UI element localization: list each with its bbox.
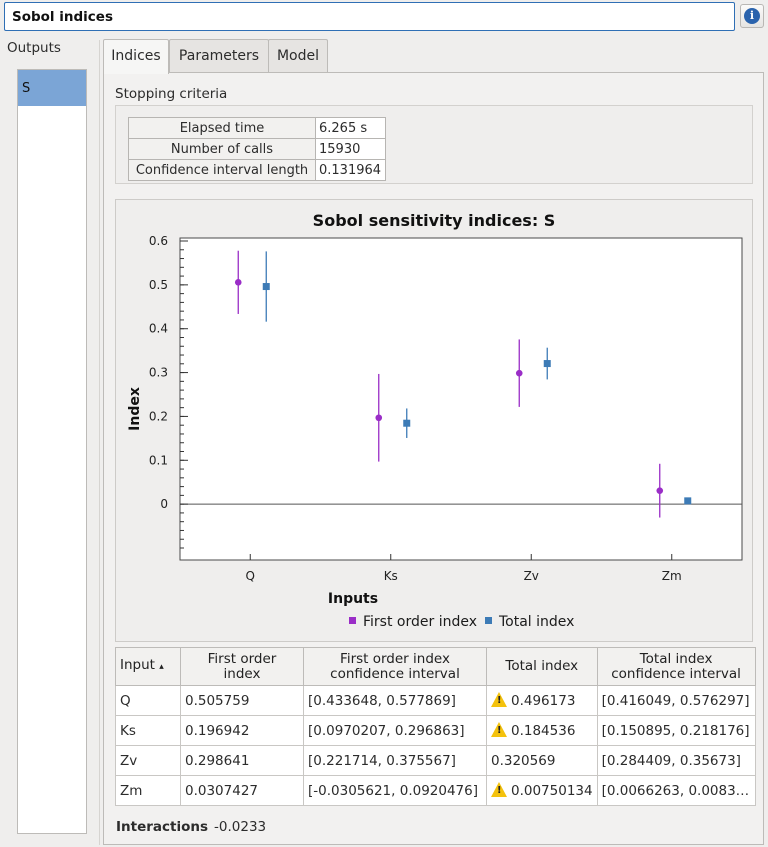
warning-icon	[491, 722, 507, 737]
outputs-item-s[interactable]: S	[18, 70, 86, 106]
y-tick-label: 0.3	[149, 366, 168, 380]
tab-parameters[interactable]: Parameters	[169, 39, 269, 73]
x-tick-label: Zm	[662, 569, 682, 583]
stopping-criteria-label: Stopping criteria	[115, 86, 228, 102]
first-order-point	[656, 487, 664, 494]
warning-icon	[491, 782, 507, 797]
results-table[interactable]: Input ▴ First order index First order ind…	[115, 647, 756, 806]
x-tick-label: Q	[246, 569, 255, 583]
info-button[interactable]: i	[740, 4, 764, 28]
interactions-value: -0.0233	[214, 819, 267, 835]
tab-indices[interactable]: Indices	[103, 39, 169, 74]
column-header-total[interactable]: Total index	[486, 647, 598, 686]
criteria-value: 0.131964	[315, 159, 386, 181]
cell-first: 0.298641	[180, 745, 304, 776]
column-header-first-order[interactable]: First order index	[180, 647, 304, 686]
total-index-point	[403, 419, 411, 427]
criteria-key: Elapsed time	[128, 117, 316, 139]
legend-swatch-first-order	[349, 617, 356, 624]
table-row[interactable]: Ks 0.196942 [0.0970207, 0.296863] 0.1845…	[115, 715, 756, 746]
first-order-point	[234, 279, 242, 286]
cell-total: 0.496173	[486, 685, 598, 716]
tab-model[interactable]: Model	[268, 39, 328, 73]
cell-total-ci: [0.0066263, 0.0083…	[596, 775, 756, 806]
cell-first-ci: [0.0970207, 0.296863]	[303, 715, 487, 746]
interactions-label: Interactions	[116, 819, 209, 835]
legend-label: Total index	[499, 614, 575, 630]
total-index-point	[262, 283, 270, 291]
criteria-key: Number of calls	[128, 138, 316, 160]
first-order-point	[515, 369, 523, 377]
cell-input: Q	[115, 685, 181, 716]
cell-first: 0.505759	[180, 685, 304, 716]
legend-swatch-total	[485, 617, 492, 624]
cell-first: 0.0307427	[180, 775, 304, 806]
y-tick-label: 0	[160, 497, 168, 511]
window-title: Sobol indices	[12, 9, 113, 25]
outputs-label: Outputs	[7, 40, 61, 56]
total-index-point	[543, 360, 551, 368]
table-row[interactable]: Q 0.505759 [0.433648, 0.577869] 0.496173…	[115, 685, 756, 716]
cell-first: 0.196942	[180, 715, 304, 746]
outputs-list[interactable]: S	[17, 69, 87, 834]
criteria-row: Elapsed time 6.265 s	[128, 117, 386, 139]
column-header-first-order-ci[interactable]: First order index confidence interval	[303, 647, 487, 686]
legend-first-order: First order index	[349, 614, 477, 630]
cell-input: Ks	[115, 715, 181, 746]
cell-total: 0.320569	[486, 745, 598, 776]
criteria-value: 15930	[315, 138, 386, 160]
first-order-point	[375, 414, 383, 422]
cell-input: Zv	[115, 745, 181, 776]
y-tick-label: 0.4	[149, 322, 168, 336]
criteria-row: Confidence interval length 0.131964	[128, 159, 386, 181]
y-tick-label: 0.5	[149, 278, 168, 292]
cell-total: 0.184536	[486, 715, 598, 746]
table-row[interactable]: Zv 0.298641 [0.221714, 0.375567] 0.32056…	[115, 745, 756, 776]
warning-icon	[491, 692, 507, 707]
cell-total-ci: [0.416049, 0.576297]	[596, 685, 756, 716]
table-row[interactable]: Zm 0.0307427 [-0.0305621, 0.0920476] 0.0…	[115, 775, 756, 806]
cell-input: Zm	[115, 775, 181, 806]
sobol-chart[interactable]: 0.6 0.5 0.4 0.3 0.2 0.1 0 Q Ks Zv Zm Inputs Index	[115, 199, 753, 642]
y-tick-label: 0.6	[149, 234, 168, 248]
y-axis-label: Index	[127, 387, 143, 431]
cell-total-ci: [0.150895, 0.218176]	[596, 715, 756, 746]
chart-title: Sobol sensitivity indices: S	[312, 211, 556, 230]
cell-first-ci: [0.221714, 0.375567]	[303, 745, 487, 776]
splitter[interactable]	[99, 40, 100, 845]
total-index-point	[684, 497, 692, 505]
column-header-input[interactable]: Input ▴	[115, 647, 181, 686]
info-icon: i	[744, 8, 760, 24]
criteria-row: Number of calls 15930	[128, 138, 386, 160]
criteria-key: Confidence interval length	[128, 159, 316, 181]
cell-first-ci: [0.433648, 0.577869]	[303, 685, 487, 716]
window-title-field: Sobol indices	[4, 2, 735, 31]
legend-label: First order index	[363, 614, 477, 630]
x-tick-label: Ks	[384, 569, 398, 583]
x-axis-label: Inputs	[328, 591, 378, 607]
plot-area	[179, 237, 743, 561]
cell-total: 0.00750134	[486, 775, 598, 806]
cell-total-ci: [0.284409, 0.35673]	[596, 745, 756, 776]
y-tick-label: 0.2	[149, 409, 168, 423]
sort-ascending-icon: ▴	[159, 662, 164, 672]
legend-total: Total index	[485, 614, 574, 630]
stopping-criteria-table: Elapsed time 6.265 s Number of calls 15930…	[128, 117, 386, 181]
x-tick-label: Zv	[524, 569, 539, 583]
cell-first-ci: [-0.0305621, 0.0920476]	[303, 775, 487, 806]
interactions-readout: Interactions -0.0233	[116, 819, 266, 835]
y-tick-label: 0.1	[149, 453, 168, 467]
column-header-total-ci[interactable]: Total index confidence interval	[596, 647, 756, 686]
criteria-value: 6.265 s	[315, 117, 386, 139]
table-header: Input ▴ First order index First order ind…	[115, 647, 756, 686]
